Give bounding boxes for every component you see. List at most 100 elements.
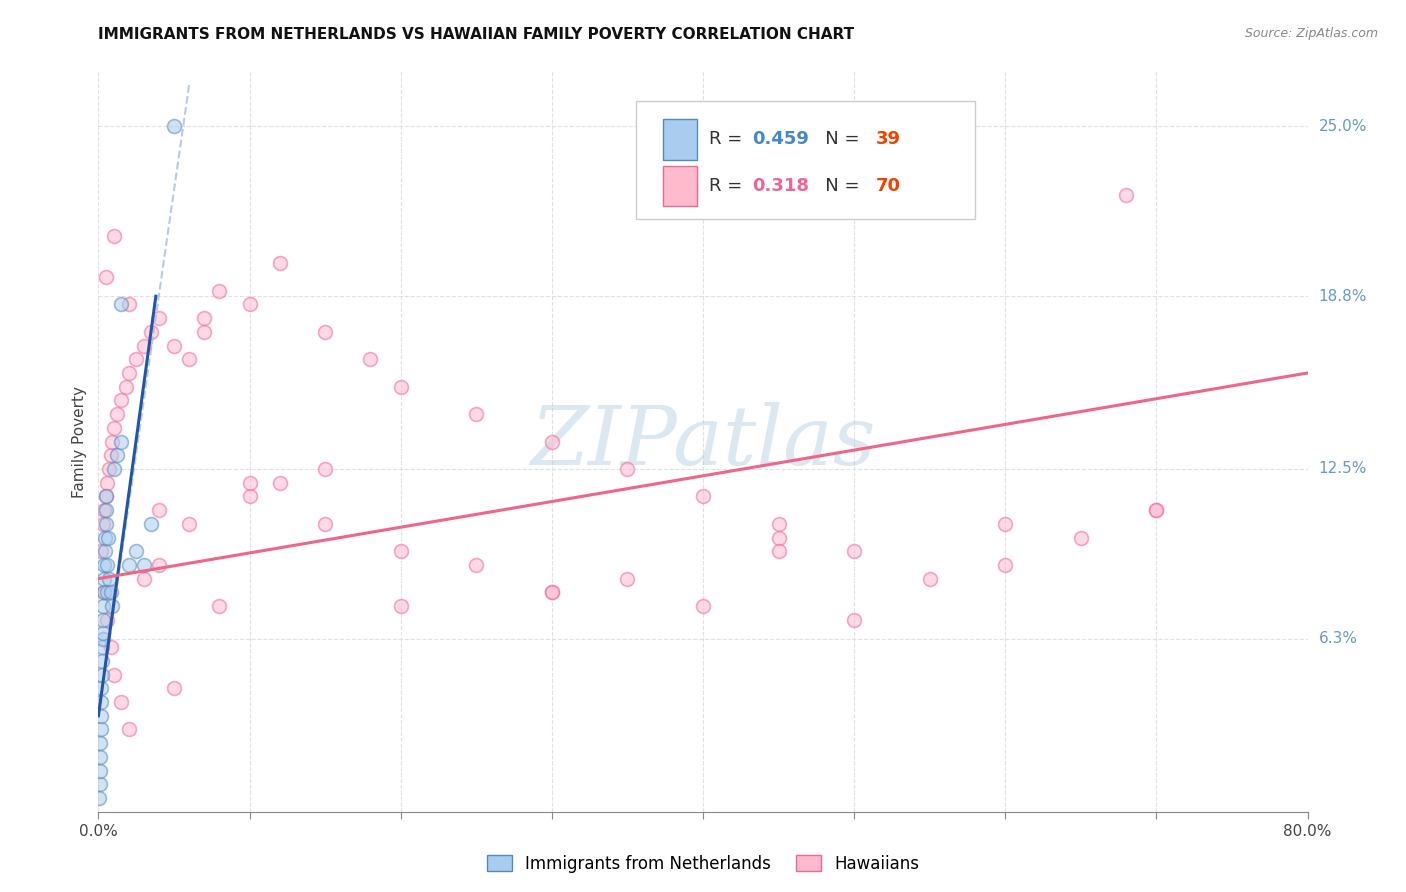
Point — [96, 475, 118, 490]
Point — [314, 462, 336, 476]
Point — [132, 558, 155, 572]
Point — [141, 325, 163, 339]
Point — [100, 585, 122, 599]
Point — [1070, 531, 1092, 545]
Point — [125, 352, 148, 367]
Text: 18.8%: 18.8% — [1319, 289, 1367, 303]
Point — [110, 393, 132, 408]
Point — [98, 462, 121, 476]
Point — [918, 572, 941, 586]
Point — [389, 380, 412, 394]
Point — [193, 325, 215, 339]
Point — [163, 119, 186, 133]
Point — [239, 489, 262, 503]
Point — [94, 270, 117, 285]
Point — [1115, 187, 1137, 202]
Point — [125, 544, 148, 558]
FancyBboxPatch shape — [664, 120, 697, 160]
Point — [163, 338, 186, 352]
Text: 6.3%: 6.3% — [1319, 632, 1358, 647]
Text: N =: N = — [808, 178, 866, 195]
Point — [94, 489, 117, 503]
FancyBboxPatch shape — [637, 101, 976, 219]
Point — [91, 599, 114, 613]
Point — [103, 667, 125, 681]
Point — [239, 475, 262, 490]
Text: 0.459: 0.459 — [752, 130, 810, 148]
Point — [90, 544, 112, 558]
Point — [89, 750, 111, 764]
Point — [1146, 503, 1168, 517]
Point — [132, 338, 155, 352]
Text: 70: 70 — [876, 178, 901, 195]
Point — [110, 297, 132, 311]
Point — [94, 531, 117, 545]
Point — [994, 516, 1017, 531]
Point — [616, 572, 638, 586]
Point — [389, 599, 412, 613]
Point — [844, 613, 866, 627]
Point — [1146, 503, 1168, 517]
Point — [98, 572, 121, 586]
Point — [148, 558, 170, 572]
Point — [768, 531, 790, 545]
Point — [91, 632, 114, 646]
Point — [540, 585, 562, 599]
Point — [103, 421, 125, 435]
Point — [269, 256, 291, 270]
Point — [91, 516, 114, 531]
Point — [314, 325, 336, 339]
Point — [91, 626, 114, 640]
Point — [93, 585, 115, 599]
Point — [148, 311, 170, 326]
Point — [692, 599, 714, 613]
Text: R =: R = — [709, 178, 748, 195]
Point — [692, 489, 714, 503]
Point — [90, 681, 112, 696]
Point — [101, 599, 124, 613]
Point — [89, 736, 111, 750]
Point — [90, 667, 112, 681]
Point — [96, 613, 118, 627]
Point — [94, 544, 117, 558]
Point — [193, 311, 215, 326]
Point — [93, 558, 115, 572]
Point — [97, 531, 120, 545]
Point — [118, 558, 141, 572]
Point — [360, 352, 382, 367]
Text: Source: ZipAtlas.com: Source: ZipAtlas.com — [1244, 27, 1378, 40]
Point — [269, 475, 291, 490]
Point — [94, 516, 117, 531]
Point — [114, 380, 136, 394]
Point — [148, 503, 170, 517]
Point — [96, 489, 118, 503]
Point — [93, 572, 115, 586]
Point — [179, 516, 201, 531]
Point — [179, 352, 201, 367]
Point — [94, 503, 117, 517]
Point — [103, 228, 125, 243]
Point — [118, 723, 141, 737]
Point — [540, 434, 562, 449]
Point — [110, 695, 132, 709]
Point — [89, 777, 111, 791]
Point — [314, 516, 336, 531]
Text: N =: N = — [808, 130, 866, 148]
Text: 12.5%: 12.5% — [1319, 461, 1367, 476]
FancyBboxPatch shape — [664, 166, 697, 206]
Point — [96, 558, 118, 572]
Point — [90, 695, 112, 709]
Point — [768, 544, 790, 558]
Point — [110, 434, 132, 449]
Point — [465, 558, 488, 572]
Point — [93, 503, 115, 517]
Text: 0.318: 0.318 — [752, 178, 810, 195]
Point — [96, 585, 118, 599]
Point — [616, 462, 638, 476]
Point — [465, 407, 488, 421]
Point — [89, 764, 111, 778]
Point — [105, 407, 128, 421]
Point — [994, 558, 1017, 572]
Point — [239, 297, 262, 311]
Point — [101, 434, 124, 449]
